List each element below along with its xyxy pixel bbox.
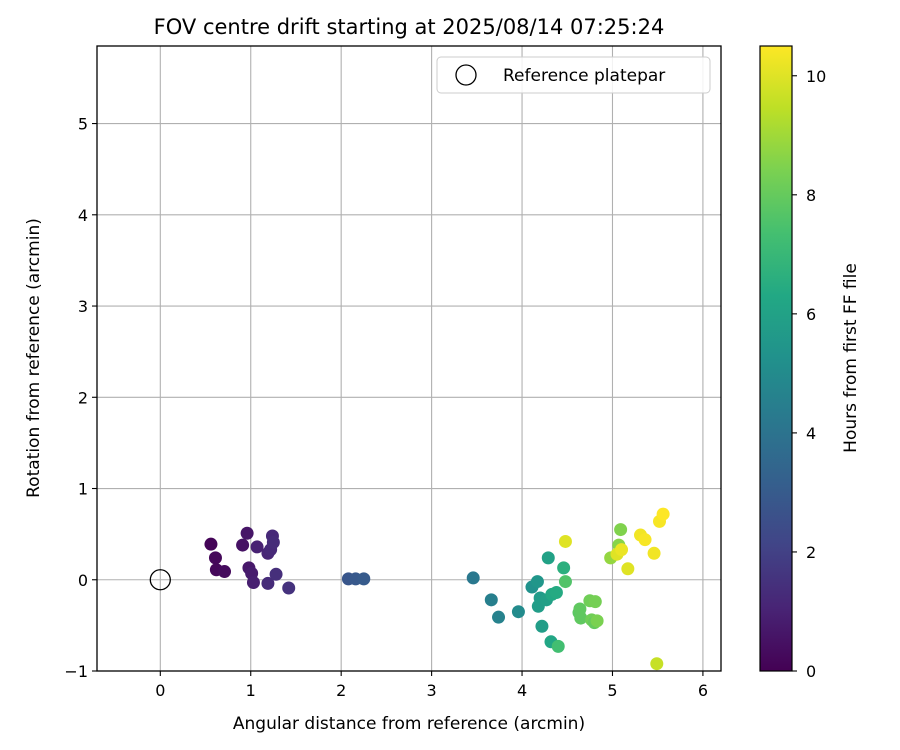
x-tick-label: 2 bbox=[336, 681, 346, 700]
data-point bbox=[282, 581, 296, 595]
data-point bbox=[204, 537, 218, 551]
y-tick-label: 2 bbox=[78, 388, 88, 407]
data-point bbox=[621, 562, 635, 576]
x-tick-label: 5 bbox=[607, 681, 617, 700]
legend-marker bbox=[455, 64, 477, 86]
x-tick-label: 4 bbox=[517, 681, 527, 700]
colorbar-label: Hours from first FF file bbox=[841, 263, 861, 453]
y-tick-label: 5 bbox=[78, 115, 88, 134]
data-point bbox=[656, 507, 670, 521]
y-axis-ticks: −1 0 1 2 3 4 5 bbox=[64, 115, 97, 681]
data-point bbox=[590, 614, 604, 628]
data-point bbox=[492, 610, 506, 624]
colorbar-tick-label: 0 bbox=[806, 662, 816, 681]
data-point bbox=[647, 546, 661, 560]
data-point bbox=[541, 551, 555, 565]
data-point bbox=[250, 540, 264, 554]
y-tick-label: 0 bbox=[78, 571, 88, 590]
chart-title: FOV centre drift starting at 2025/08/14 … bbox=[154, 15, 665, 39]
reference-point-marker bbox=[149, 569, 171, 591]
grid bbox=[97, 46, 721, 672]
data-point bbox=[236, 538, 250, 552]
colorbar-tick-label: 6 bbox=[806, 305, 816, 324]
data-points bbox=[149, 507, 670, 671]
colorbar-tick-label: 4 bbox=[806, 424, 816, 443]
x-tick-label: 3 bbox=[427, 681, 437, 700]
data-point bbox=[218, 565, 232, 579]
colorbar-tick-label: 8 bbox=[806, 186, 816, 205]
data-point bbox=[558, 575, 572, 589]
legend-box bbox=[436, 56, 711, 94]
data-point bbox=[551, 639, 565, 653]
legend: Reference platepar bbox=[436, 56, 711, 94]
data-point bbox=[246, 575, 260, 589]
data-point bbox=[261, 576, 275, 590]
data-point bbox=[615, 543, 629, 557]
y-tick-label: 4 bbox=[78, 206, 88, 225]
y-tick-label: 3 bbox=[78, 297, 88, 316]
colorbar: 0 2 4 6 8 10 Hours from first FF file bbox=[759, 45, 861, 681]
data-point bbox=[650, 657, 664, 671]
colorbar-ticks: 0 2 4 6 8 10 bbox=[792, 67, 826, 681]
y-tick-label: 1 bbox=[78, 480, 88, 499]
data-point bbox=[614, 523, 628, 537]
data-point bbox=[266, 535, 280, 549]
data-point bbox=[530, 575, 544, 589]
colorbar-tick-label: 10 bbox=[806, 67, 826, 86]
x-axis-ticks: 0 1 2 3 4 5 6 bbox=[155, 671, 708, 700]
data-point bbox=[240, 526, 254, 540]
x-tick-label: 0 bbox=[155, 681, 165, 700]
data-point bbox=[269, 567, 283, 581]
plot-frame bbox=[96, 45, 722, 672]
data-point bbox=[511, 605, 525, 619]
legend-label: Reference platepar bbox=[503, 66, 665, 86]
data-point bbox=[549, 586, 563, 600]
data-point bbox=[574, 611, 588, 625]
data-point bbox=[357, 572, 371, 586]
colorbar-gradient bbox=[759, 45, 793, 672]
x-tick-label: 6 bbox=[698, 681, 708, 700]
data-point bbox=[484, 593, 498, 607]
data-point bbox=[535, 619, 549, 633]
x-axis-label: Angular distance from reference (arcmin) bbox=[233, 714, 585, 734]
data-point bbox=[208, 551, 222, 565]
data-point bbox=[558, 534, 572, 548]
y-tick-label: −1 bbox=[64, 662, 88, 681]
data-point bbox=[638, 533, 652, 547]
data-point bbox=[557, 561, 571, 575]
y-axis-label: Rotation from reference (arcmin) bbox=[24, 218, 44, 498]
colorbar-tick-label: 2 bbox=[806, 543, 816, 562]
x-tick-label: 1 bbox=[246, 681, 256, 700]
data-point bbox=[588, 595, 602, 609]
data-point bbox=[466, 571, 480, 585]
